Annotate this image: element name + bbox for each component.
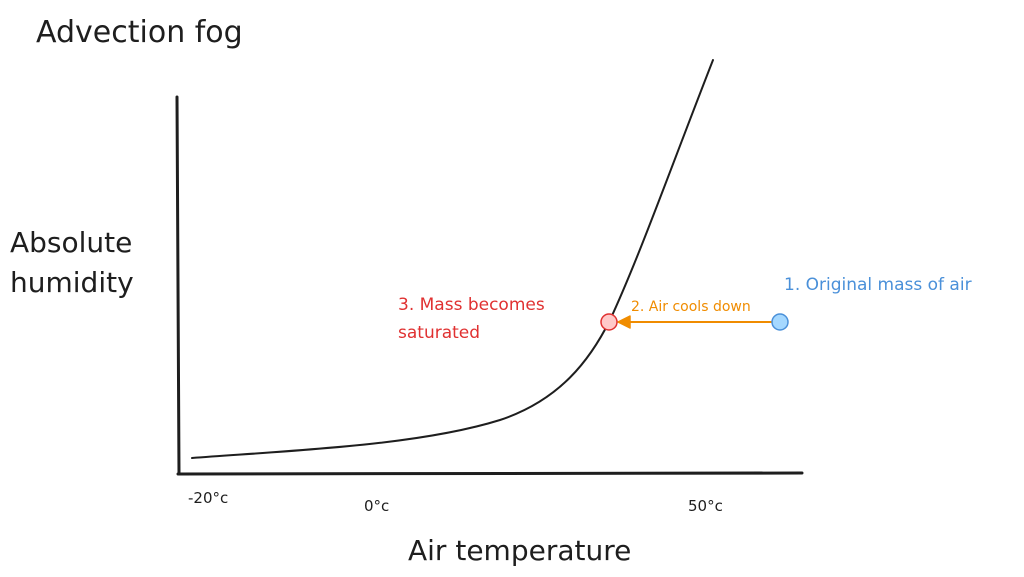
y-axis-label-line1: Absolute (10, 226, 132, 259)
annotation-air-cools: 2. Air cools down (631, 299, 751, 315)
y-axis-line (175, 95, 181, 476)
annotation-original-mass: 1. Original mass of air (784, 275, 972, 295)
cooling-arrow-icon (617, 315, 773, 329)
x-axis-line (176, 471, 804, 476)
annotation-saturated-line2: saturated (398, 323, 480, 343)
annotation-saturated-line1: 3. Mass becomes (398, 295, 545, 315)
original-mass-marker-icon (771, 313, 789, 331)
x-tick-0: 0°c (364, 497, 389, 515)
x-tick-minus20: -20°c (188, 489, 228, 507)
y-axis-label-line2: humidity (10, 266, 134, 299)
x-tick-50: 50°c (688, 497, 723, 515)
saturation-curve (191, 59, 714, 459)
diagram-title: Advection fog (36, 15, 243, 50)
x-axis-label: Air temperature (408, 534, 631, 567)
saturated-mass-marker-icon (600, 313, 618, 331)
